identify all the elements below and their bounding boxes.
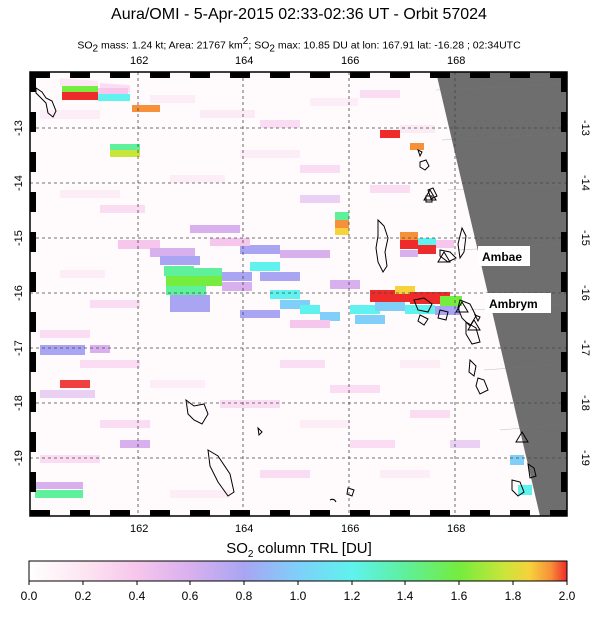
cb-tick-2: 0.4	[128, 589, 146, 603]
cb-tick-1: 0.2	[74, 589, 92, 603]
label-ambrym: Ambrym	[489, 297, 538, 311]
map-title: Aura/OMI - 5-Apr-2015 02:33-02:36 UT - O…	[111, 6, 487, 23]
map-subtitle: SO2 mass: 1.24 kt; Area: 21767 km2; SO2 …	[77, 36, 521, 55]
lat-left-13: -13	[13, 120, 25, 136]
lat-left-17: -17	[13, 340, 25, 356]
lon-top-162: 162	[130, 55, 148, 67]
lon-bottom-164: 164	[235, 523, 253, 535]
lat-left-15: -15	[13, 230, 25, 246]
lat-right-15: -15	[579, 230, 591, 246]
lat-right-16: -16	[579, 285, 591, 301]
lon-top-168: 168	[447, 55, 465, 67]
cb-tick-8: 1.6	[450, 589, 468, 603]
map-frame	[29, 71, 568, 517]
cb-tick-9: 1.8	[504, 589, 522, 603]
lat-right-18: -18	[579, 395, 591, 411]
colorbar	[28, 560, 568, 582]
lon-bottom-168: 168	[447, 523, 465, 535]
graticule	[30, 72, 567, 516]
lon-bottom-162: 162	[130, 523, 148, 535]
lon-top-164: 164	[235, 55, 253, 67]
lat-right-19: -19	[579, 450, 591, 466]
cb-tick-4: 0.8	[235, 589, 253, 603]
lat-left-16: -16	[13, 285, 25, 301]
lat-left-18: -18	[13, 395, 25, 411]
lat-right-14: -14	[579, 175, 591, 191]
lat-right-13: -13	[579, 120, 591, 136]
cb-tick-0: 0.0	[20, 589, 38, 603]
cb-tick-7: 1.4	[396, 589, 414, 603]
lon-bottom-166: 166	[341, 523, 359, 535]
cb-tick-6: 1.2	[343, 589, 361, 603]
lat-left-19: -19	[13, 450, 25, 466]
cb-tick-5: 1.0	[289, 589, 307, 603]
cb-tick-3: 0.6	[181, 589, 199, 603]
label-ambae: Ambae	[482, 250, 522, 264]
lon-top-166: 166	[341, 55, 359, 67]
lat-left-14: -14	[13, 175, 25, 191]
volcano-markers	[423, 189, 529, 443]
cb-tick-10: 2.0	[558, 589, 576, 603]
colorbar-title: SO2 column TRL [DU]	[226, 540, 372, 560]
lat-right-17: -17	[579, 340, 591, 356]
